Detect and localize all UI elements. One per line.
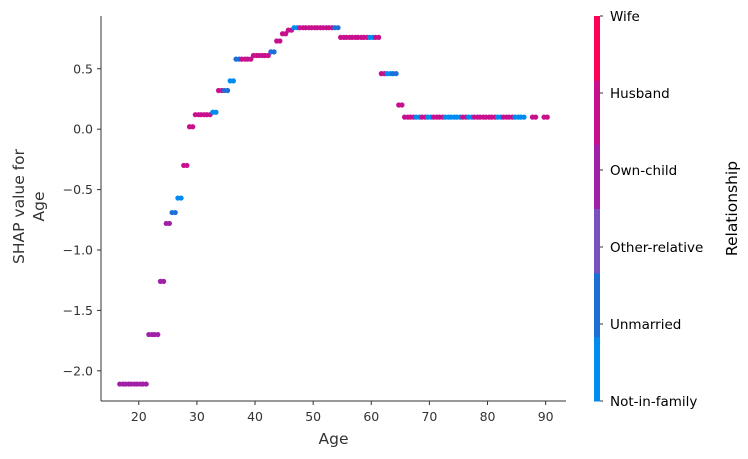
scatter-point — [224, 87, 231, 94]
scatter-point — [393, 71, 399, 77]
x-tick-label: 20 — [131, 409, 147, 424]
colorbar-label: Own-child — [610, 163, 677, 179]
scatter-point — [166, 220, 173, 227]
y-tick-label: −2.0 — [63, 363, 93, 378]
scatter-point — [213, 109, 219, 115]
scatter-point — [283, 31, 289, 37]
colorbar-segment — [594, 80, 600, 145]
scatter-point — [230, 78, 236, 84]
scatter-point — [161, 278, 167, 285]
scatter-point — [521, 114, 527, 120]
scatter-point — [271, 49, 277, 55]
y-axis-title-line-1: SHAP value for — [10, 148, 28, 264]
x-tick-label: 70 — [421, 409, 437, 424]
y-axis: 0.5 0.0 −0.5 −1.0 −1.5 −2.0 — [63, 16, 102, 401]
scatter-point — [178, 195, 184, 201]
x-tick-label: 30 — [189, 409, 205, 424]
scatter-point — [190, 124, 196, 130]
colorbar-label: Wife — [610, 9, 640, 25]
x-tick-label: 80 — [480, 409, 496, 424]
x-tick-label: 90 — [538, 409, 554, 424]
scatter-point — [335, 25, 341, 31]
colorbar-segment — [594, 208, 600, 274]
colorbar-label: Husband — [610, 86, 670, 102]
colorbar-label: Not-in-family — [610, 394, 697, 410]
colorbar-label: Other-relative — [610, 240, 703, 256]
colorbar-segment — [594, 16, 600, 81]
scatter-point — [184, 162, 190, 169]
scatter-point — [265, 52, 271, 59]
scatter-point — [143, 381, 149, 387]
colorbar-segment — [594, 272, 600, 338]
colorbar-label: Unmarried — [610, 317, 681, 333]
plot-area — [117, 25, 550, 387]
scatter-point — [172, 209, 178, 216]
x-tick-label: 40 — [247, 409, 263, 424]
colorbar-segment — [594, 336, 600, 402]
scatter-point — [155, 331, 161, 338]
y-tick-label: −1.5 — [63, 303, 93, 318]
scatter-point — [399, 102, 405, 108]
x-axis: 20 30 40 50 60 70 80 90 — [101, 400, 566, 424]
x-tick-label: 60 — [363, 409, 379, 424]
y-tick-label: 0.0 — [73, 122, 93, 137]
y-tick-label: 0.5 — [73, 61, 93, 76]
colorbar-title: Relationship — [723, 161, 741, 256]
scatter-point — [248, 56, 254, 62]
colorbar-segment — [594, 144, 600, 209]
colorbar: Not-in-family Unmarried Other-relative Own-… — [594, 9, 703, 410]
y-tick-label: −0.5 — [63, 182, 93, 197]
scatter-point — [544, 114, 550, 120]
x-tick-label: 50 — [305, 409, 321, 424]
scatter-point — [277, 38, 283, 44]
y-tick-label: −1.0 — [63, 242, 93, 257]
scatter-point — [376, 34, 382, 40]
x-axis-title: Age — [319, 430, 349, 448]
scatter-point — [533, 114, 539, 120]
y-axis-title-line-2: Age — [30, 192, 48, 222]
